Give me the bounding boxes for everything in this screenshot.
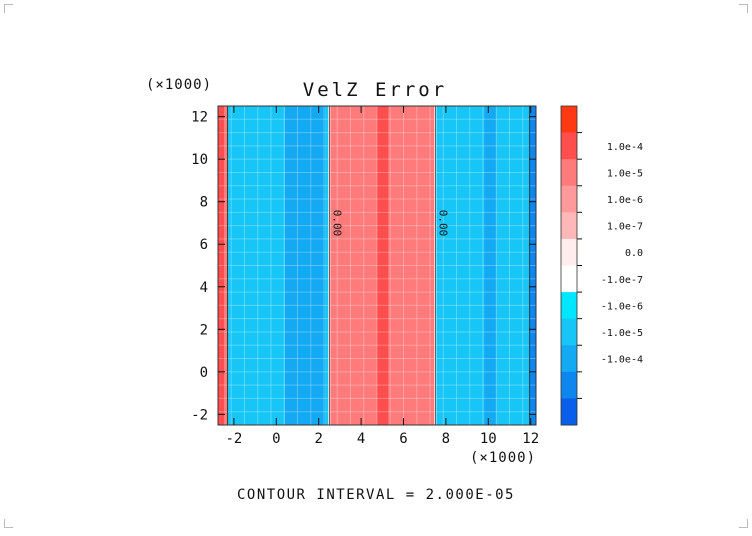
- x-tick-label: 2: [314, 431, 322, 447]
- y-tick-label: -2: [191, 407, 208, 423]
- colorbar-label: 0.0: [625, 248, 643, 259]
- y-tick-label: 10: [191, 152, 208, 168]
- y-multiplier-label: (×1000): [146, 77, 212, 93]
- y-tick-label: 12: [191, 110, 208, 126]
- x-tick-label: -2: [225, 431, 242, 447]
- colorbar-label: 1.0e-7: [607, 222, 643, 233]
- heatmap-band: [529, 106, 536, 425]
- colorbar-label: -1.0e-5: [601, 328, 643, 339]
- colorbar-segment: [561, 106, 577, 134]
- colorbar-segment: [561, 398, 577, 426]
- x-tick-label: 0: [272, 431, 280, 447]
- contour-label: 0.00: [330, 210, 343, 237]
- colorbar-segment: [561, 345, 577, 373]
- x-multiplier-label: (×1000): [470, 450, 536, 466]
- x-tick-label: 6: [399, 431, 407, 447]
- y-tick-label: 0: [200, 365, 208, 381]
- heatmap-band: [388, 106, 435, 425]
- colorbar-segment: [561, 132, 577, 160]
- heatmap-band: [436, 106, 485, 425]
- colorbar-segment: [561, 159, 577, 187]
- colorbar: 1.0e-4 1.0e-5 1.0e-6 1.0e-7 0.0 -1.0e-7 -1.0e-…: [560, 105, 643, 426]
- colorbar-segment: [561, 212, 577, 240]
- heatmap-band: [496, 106, 530, 425]
- colorbar-segment: [561, 238, 577, 266]
- colorbar-label: 1.0e-4: [607, 142, 643, 153]
- x-tick-label: 8: [442, 431, 450, 447]
- x-tick-label: 4: [357, 431, 365, 447]
- x-tick-label: 10: [480, 431, 497, 447]
- corner-mark: [739, 4, 748, 13]
- plot-frame: [217, 105, 537, 426]
- y-tick-label: 2: [200, 322, 208, 338]
- heatmap-band: [330, 106, 377, 425]
- heatmap-band: [377, 106, 389, 425]
- heatmap-band: [218, 106, 225, 425]
- colorbar-segment: [561, 371, 577, 399]
- chart-title: VelZ Error: [303, 79, 447, 101]
- colorbar-label: -1.0e-7: [601, 275, 643, 286]
- heatmap-band: [227, 106, 285, 425]
- heatmap-band: [325, 106, 329, 425]
- colorbar-segment: [561, 185, 577, 213]
- y-tick-label: 8: [200, 195, 208, 211]
- y-tick-label: 4: [200, 280, 208, 296]
- colorbar-frame: [560, 105, 578, 426]
- colorbar-segment: [561, 265, 577, 293]
- plot-area: 0.00 0.00 -2 0 2 4 6 8 10 12 -2 0 2 4 6 8 10 12: [191, 105, 539, 447]
- contour-label: 0.00: [436, 210, 449, 237]
- heatmap-band: [224, 106, 228, 425]
- corner-mark: [739, 519, 748, 528]
- heatmap-band: [284, 106, 326, 425]
- x-tick-label: 12: [522, 431, 539, 447]
- y-tick-label: 6: [200, 237, 208, 253]
- colorbar-label: -1.0e-6: [601, 301, 643, 312]
- colorbar-label: 1.0e-5: [607, 168, 643, 179]
- colorbar-label: 1.0e-6: [607, 195, 643, 206]
- heatmap-band: [484, 106, 497, 425]
- footer-text: CONTOUR INTERVAL = 2.000E-05: [237, 487, 515, 503]
- colorbar-label: -1.0e-4: [601, 355, 643, 366]
- corner-mark: [4, 519, 13, 528]
- corner-mark: [4, 4, 13, 13]
- colorbar-segment: [561, 318, 577, 346]
- colorbar-segment: [561, 292, 577, 320]
